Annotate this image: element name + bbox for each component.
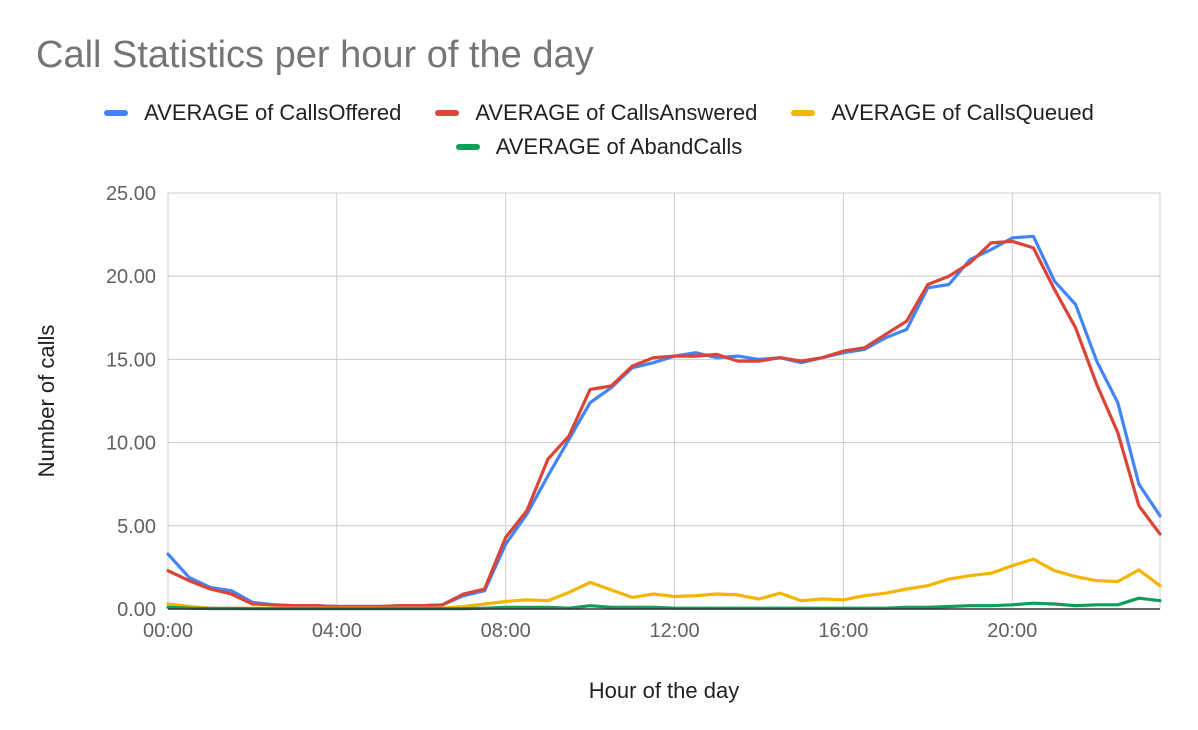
legend-label-aband-calls: AVERAGE of AbandCalls (495, 134, 743, 159)
x-tick-label: 16:00 (818, 620, 868, 642)
legend-label-calls-answered: AVERAGE of CallsAnswered (475, 100, 758, 125)
legend-item-calls-answered: AVERAGE of CallsAnswered (435, 100, 757, 126)
series-line-calls-queued (166, 557, 1162, 610)
x-tick-label: 12:00 (650, 620, 700, 642)
series-line-calls-offered (166, 234, 1162, 609)
x-tick-label: 08:00 (481, 620, 531, 642)
series-line-calls-answered (166, 239, 1162, 609)
legend-swatch-aband-calls (455, 144, 480, 150)
y-tick-label: 15.00 (106, 349, 156, 371)
legend-swatch-calls-queued (791, 110, 816, 116)
x-axis-title: Hour of the day (589, 678, 739, 703)
x-tick-label: 20:00 (987, 620, 1037, 642)
y-tick-label: 25.00 (106, 183, 156, 205)
legend-row-1: AVERAGE of CallsOffered AVERAGE of Calls… (0, 100, 1198, 126)
legend-label-calls-offered: AVERAGE of CallsOffered (144, 100, 402, 125)
legend-item-calls-offered: AVERAGE of CallsOffered (104, 100, 401, 126)
y-axis-title: Number of calls (34, 325, 59, 478)
legend-label-calls-queued: AVERAGE of CallsQueued (831, 100, 1094, 125)
x-tick-label: 04:00 (312, 620, 362, 642)
legend-swatch-calls-offered (104, 110, 129, 116)
y-tick-label: 20.00 (106, 266, 156, 288)
y-tick-label: 5.00 (117, 516, 156, 538)
y-tick-label: 10.00 (106, 433, 156, 455)
x-tick-label: 00:00 (143, 620, 193, 642)
series-line-aband-calls (166, 596, 1162, 611)
chart-title: Call Statistics per hour of the day (36, 34, 594, 76)
legend-item-calls-queued: AVERAGE of CallsQueued (791, 100, 1094, 126)
legend-row-2: AVERAGE of AbandCalls (0, 134, 1198, 160)
legend-item-aband-calls: AVERAGE of AbandCalls (455, 134, 743, 160)
legend-swatch-calls-answered (435, 110, 460, 116)
y-tick-label: 0.00 (117, 599, 156, 621)
